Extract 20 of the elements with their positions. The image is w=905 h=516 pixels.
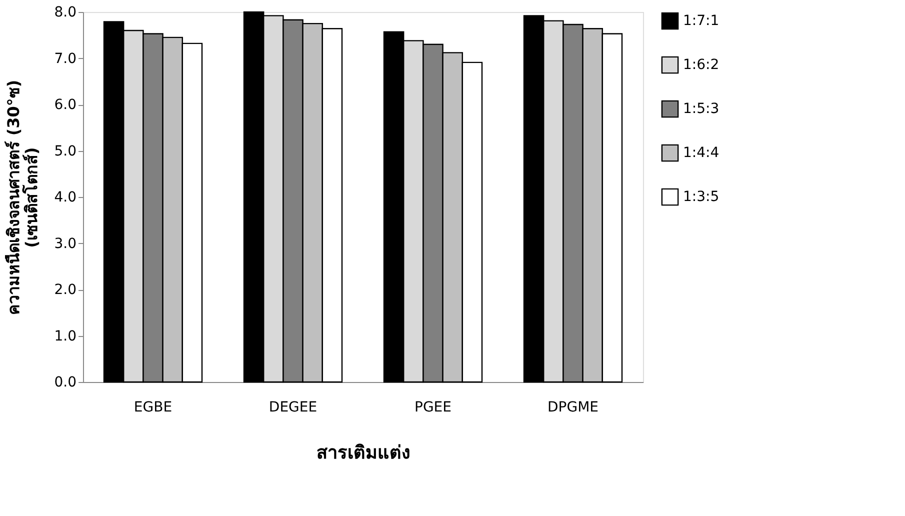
legend-label: 1:5:3 (683, 101, 720, 117)
y-tick-label: 1.0 (54, 328, 76, 344)
y-tick-label: 7.0 (54, 50, 76, 67)
x-tick-label: PGEE (414, 400, 452, 416)
x-axis-title: สารเติมแต่ง (316, 442, 410, 464)
x-tick-label: DPGME (548, 400, 598, 416)
y-tick-label: 3.0 (54, 236, 76, 252)
legend-label: 1:3:5 (683, 189, 720, 205)
y-tick-label: 6.0 (54, 97, 76, 113)
legend-label: 1:6:2 (683, 57, 720, 73)
y-tick-label: 2.0 (54, 282, 76, 298)
y-axis-title: ความหนืดเชิงจลนศาสตร์ (30°ซ) (เซนติสโตกส์) (4, 80, 42, 316)
legend-label: 1:7:1 (683, 13, 720, 29)
y-tick-label: 0.0 (54, 374, 76, 390)
x-tick-label: EGBE (134, 400, 172, 416)
x-tick-label: DEGEE (268, 400, 318, 416)
y-tick-label: 5.0 (54, 143, 76, 160)
legend-label: 1:4:4 (683, 145, 720, 161)
y-tick-label: 8.0 (54, 4, 76, 20)
y-tick-label: 4.0 (54, 190, 76, 206)
